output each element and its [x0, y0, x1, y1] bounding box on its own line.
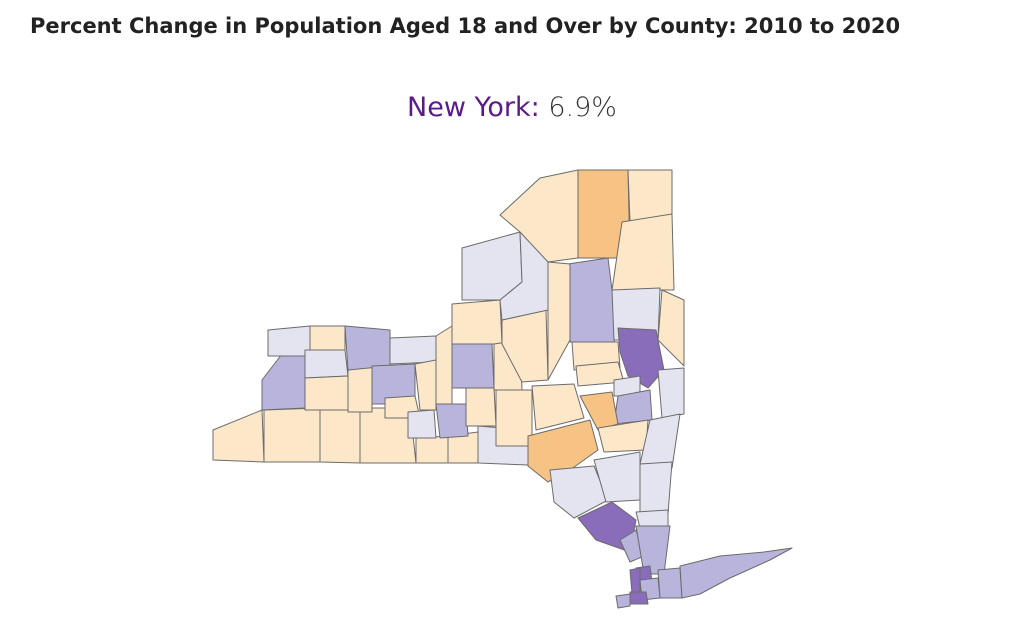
- county-monroe[interactable]: [344, 325, 391, 371]
- county-seneca[interactable]: [414, 359, 437, 411]
- county-otsego[interactable]: [531, 383, 585, 431]
- state-value: 6.9%: [548, 92, 617, 123]
- county-oswego[interactable]: [451, 299, 503, 345]
- county-clinton[interactable]: [627, 169, 673, 223]
- county-franklin[interactable]: [577, 169, 631, 259]
- county-cattaraugus[interactable]: [263, 407, 321, 463]
- county-chenango[interactable]: [495, 389, 533, 447]
- county-suffolk[interactable]: [679, 547, 793, 599]
- county-genesee[interactable]: [304, 349, 349, 379]
- county-rensselaer[interactable]: [657, 367, 685, 419]
- county-orleans[interactable]: [309, 325, 346, 351]
- county-sullivan[interactable]: [549, 465, 609, 519]
- county-richmond[interactable]: [615, 593, 631, 609]
- county-washington[interactable]: [657, 289, 685, 367]
- county-onondaga[interactable]: [451, 343, 495, 389]
- county-chautauqua[interactable]: [212, 409, 265, 463]
- county-wayne[interactable]: [389, 335, 437, 365]
- state-label: New York:: [407, 92, 540, 123]
- county-tompkins[interactable]: [435, 403, 469, 439]
- county-livingston[interactable]: [347, 365, 373, 413]
- county-kings[interactable]: [629, 591, 649, 605]
- county-wyoming[interactable]: [304, 375, 349, 411]
- county-schuyler[interactable]: [407, 409, 437, 439]
- county-erie[interactable]: [261, 349, 306, 411]
- county-herkimer[interactable]: [547, 261, 571, 381]
- county-dutchess[interactable]: [639, 461, 673, 515]
- county-cayuga[interactable]: [435, 325, 453, 405]
- page-title: Percent Change in Population Aged 18 and…: [30, 14, 901, 38]
- county-new-york[interactable]: [629, 567, 641, 595]
- county-putnam[interactable]: [635, 509, 669, 529]
- state-summary: New York: 6.9%: [0, 92, 1024, 123]
- county-essex[interactable]: [611, 213, 675, 291]
- county-allegany[interactable]: [319, 409, 361, 464]
- county-saratoga[interactable]: [617, 327, 665, 389]
- county-niagara[interactable]: [267, 325, 311, 357]
- county-schoharie[interactable]: [579, 391, 619, 431]
- county-chemung[interactable]: [415, 435, 449, 464]
- county-nassau[interactable]: [657, 567, 683, 599]
- county-cortland[interactable]: [465, 387, 497, 427]
